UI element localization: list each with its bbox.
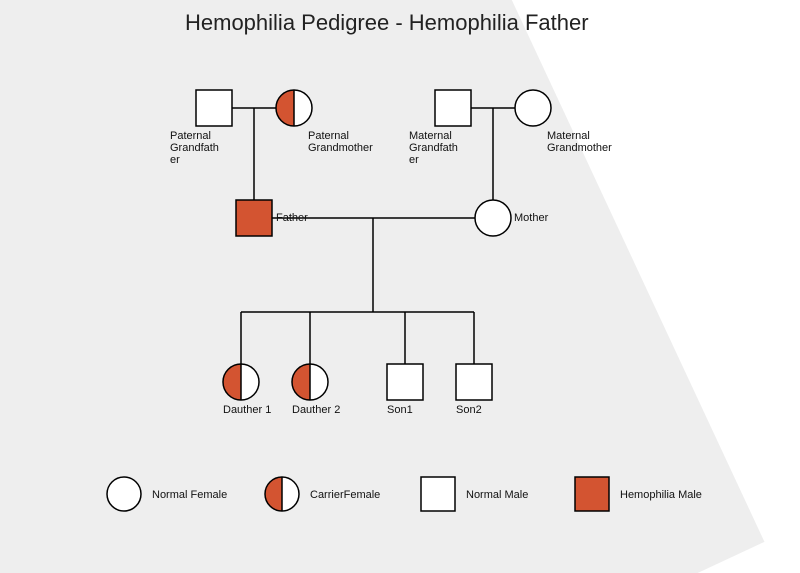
node-mgf bbox=[435, 90, 471, 126]
node-label-pgf: Paternal Grandfather bbox=[170, 130, 225, 166]
node-pgf bbox=[196, 90, 232, 126]
node-pgm bbox=[276, 90, 312, 126]
legend-label-1: CarrierFemale bbox=[310, 489, 380, 501]
legend-label-3: Hemophilia Male bbox=[620, 489, 702, 501]
node-label-mother: Mother bbox=[514, 212, 554, 224]
legend-symbol-0 bbox=[107, 477, 141, 511]
node-label-mgm: Maternal Grandmother bbox=[547, 130, 627, 154]
node-father bbox=[236, 200, 272, 236]
node-d2 bbox=[292, 364, 328, 400]
legend-symbol-1 bbox=[265, 477, 299, 511]
node-label-pgm: Paternal Grandmother bbox=[308, 130, 388, 154]
node-label-d1: Dauther 1 bbox=[223, 404, 273, 416]
pedigree-diagram bbox=[0, 0, 800, 573]
legend-label-2: Normal Male bbox=[466, 489, 528, 501]
node-d1 bbox=[223, 364, 259, 400]
node-label-d2: Dauther 2 bbox=[292, 404, 342, 416]
legend-symbol-2 bbox=[421, 477, 455, 511]
node-mother bbox=[475, 200, 511, 236]
node-label-mgf: Maternal Grandfather bbox=[409, 130, 464, 166]
node-mgm bbox=[515, 90, 551, 126]
chart-title: Hemophilia Pedigree - Hemophilia Father bbox=[185, 10, 589, 36]
node-label-s2: Son2 bbox=[456, 404, 506, 416]
legend-label-0: Normal Female bbox=[152, 489, 227, 501]
node-label-father: Father bbox=[276, 212, 326, 224]
node-label-s1: Son1 bbox=[387, 404, 437, 416]
node-s1 bbox=[387, 364, 423, 400]
legend-symbol-3 bbox=[575, 477, 609, 511]
node-s2 bbox=[456, 364, 492, 400]
